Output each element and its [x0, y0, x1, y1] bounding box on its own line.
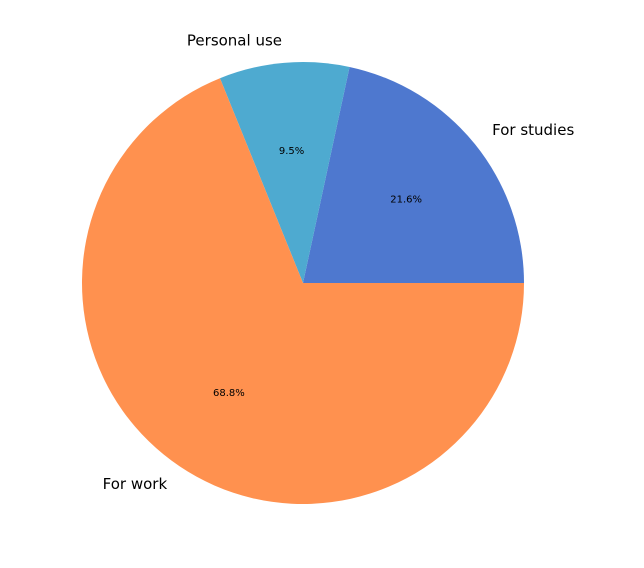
slice-percent-for-studies: 21.6%: [390, 195, 422, 206]
slices-layer: [82, 61, 525, 505]
slice-percent-for-work: 68.8%: [213, 388, 245, 399]
slice-percent-personal-use: 9.5%: [279, 146, 304, 157]
slice-label-for-studies: For studies: [492, 121, 574, 139]
slice-label-for-work: For work: [103, 475, 168, 493]
labels-layer: For studies 21.6% Personal use 9.5% For work…: [103, 31, 575, 493]
pie-slice-personal-use: [219, 61, 350, 283]
pie-slice-for-work: [82, 78, 525, 505]
pie-slice-for-studies: [303, 66, 524, 283]
slice-label-personal-use: Personal use: [187, 31, 282, 49]
